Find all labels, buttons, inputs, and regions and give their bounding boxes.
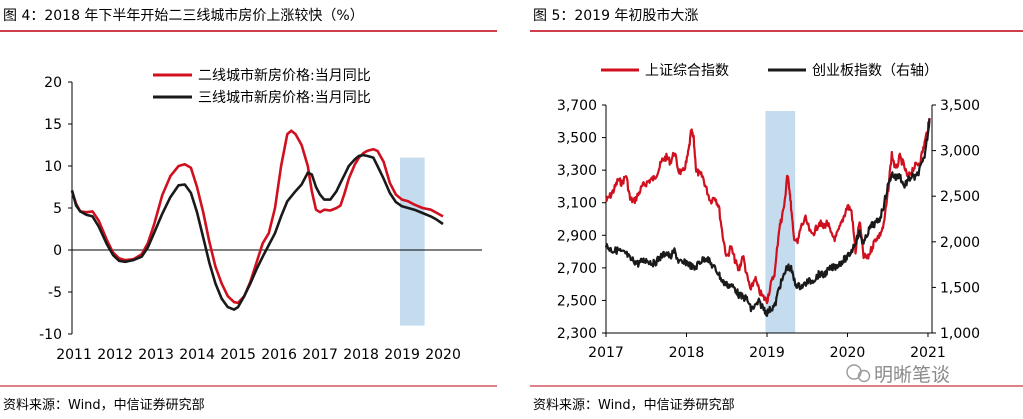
chart1-x-tick-label: 2014 (179, 347, 215, 363)
chart2-left-tick-label: 3,100 (557, 196, 597, 212)
chart1-y-tick-label: -5 (48, 285, 62, 301)
chart1-source: 资料来源：Wind，中信证券研究部 (3, 397, 205, 413)
chart2-right-tick-label: 2,000 (940, 235, 980, 251)
chart2-x-tick-label: 2018 (669, 345, 705, 361)
chart2: 3,700 3,500 3,300 3,100 2,900 2,700 2,500 2,300… (557, 63, 980, 361)
chart2-x-tick-label: 2021 (910, 345, 946, 361)
chart2-right-tick-label: 3,000 (940, 144, 980, 160)
chart1-y-tick-label: -10 (39, 327, 62, 343)
watermark-text: 明晰笔谈 (874, 364, 950, 386)
chart2-left-tick-label: 2,500 (557, 293, 597, 309)
chart2-left-tick-label: 2,700 (557, 261, 597, 277)
chart2-right-tick-label: 3,500 (940, 98, 980, 114)
chart1-y-tick-label: 0 (53, 243, 62, 259)
chart2-right-tick-label: 2,500 (940, 189, 980, 205)
chart2-left-tick-label: 2,900 (557, 228, 597, 244)
chart2-left-tick-label: 3,500 (557, 131, 597, 147)
chart2-x-tick-label: 2019 (749, 345, 785, 361)
chart1-y-tick-label: 20 (44, 75, 62, 91)
chart1-legend-label-2: 三线城市新房价格:当月同比 (198, 89, 371, 106)
chart1-x-tick-label: 2015 (220, 347, 256, 363)
wechat-icon-bubble (857, 369, 871, 383)
chart1-x-tick-label: 2018 (343, 347, 379, 363)
chart2-source: 资料来源：Wind，中信证券研究部 (533, 397, 735, 413)
chart1-y-tick-label: 5 (53, 201, 62, 217)
chart2-title: 图 5：2019 年初股市大涨 (533, 7, 698, 24)
chart1-x-tick-label: 2016 (261, 347, 297, 363)
chart1-x-tick-label: 2011 (56, 347, 92, 363)
chart2-series-line-1 (605, 117, 931, 305)
chart1-highlight-band (400, 157, 425, 326)
chart2-legend-label-2: 创业板指数（右轴） (812, 63, 938, 79)
chart1-y-tick-label: 10 (44, 159, 62, 175)
chart1-series-line-1 (70, 129, 444, 305)
chart1-legend-label-1: 二线城市新房价格:当月同比 (198, 67, 371, 84)
chart1-x-tick-label: 2020 (425, 347, 461, 363)
chart2-left-tick-label: 3,300 (557, 163, 597, 179)
chart2-series-line-2 (604, 118, 931, 317)
chart2-legend-label-1: 上证综合指数 (645, 63, 729, 79)
chart1-x-tick-label: 2017 (302, 347, 338, 363)
chart2-x-tick-label: 2017 (588, 345, 624, 361)
chart1-x-tick-label: 2019 (384, 347, 420, 363)
chart1-title: 图 4：2018 年下半年开始二三线城市房价上涨较快（%） (3, 7, 364, 24)
chart1-series-line-2 (70, 153, 444, 311)
chart2-right-tick-label: 1,500 (940, 280, 980, 296)
chart2-x-tick-label: 2020 (830, 345, 866, 361)
chart2-left-tick-label: 2,300 (557, 326, 597, 342)
chart1-y-tick-label: 15 (44, 117, 62, 133)
chart2-right-tick-label: 1,000 (940, 326, 980, 342)
chart2-left-tick-label: 3,700 (557, 98, 597, 114)
watermark: 明晰笔谈 (846, 364, 950, 386)
chart1-x-tick-label: 2013 (138, 347, 174, 363)
chart1-x-tick-label: 2012 (97, 347, 133, 363)
